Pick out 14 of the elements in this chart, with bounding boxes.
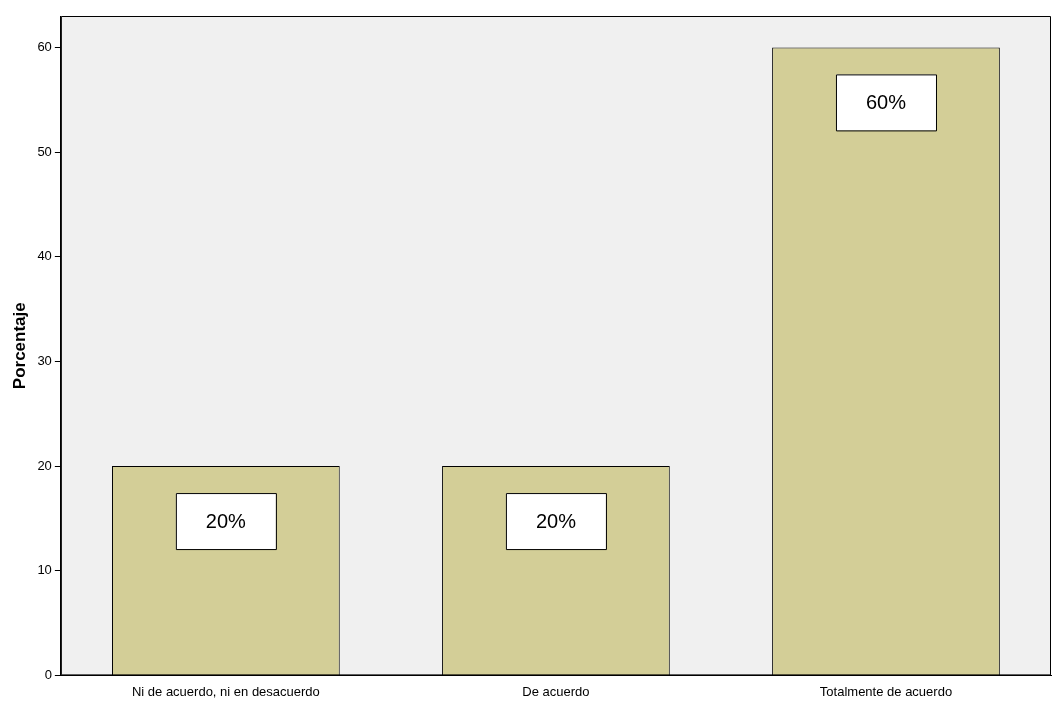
x-tick-label: De acuerdo: [522, 683, 590, 699]
data-label: 20%: [205, 509, 247, 532]
y-tick-label: 0: [44, 666, 52, 682]
y-tick-label: 30: [37, 352, 52, 368]
y-tick-label: 40: [37, 248, 52, 264]
y-tick-label: 20: [37, 457, 52, 473]
x-tick-label: Totalmente de acuerdo: [819, 683, 953, 699]
data-label: 20%: [535, 509, 577, 532]
y-tick-label: 60: [37, 38, 52, 54]
y-tick-label: 10: [37, 562, 52, 578]
data-label: 60%: [865, 90, 907, 113]
y-tick-label: 50: [37, 143, 52, 159]
y-axis-title: Porcentaje: [9, 302, 29, 390]
x-tick-label: Ni de acuerdo, ni en desacuerdo: [131, 683, 320, 699]
